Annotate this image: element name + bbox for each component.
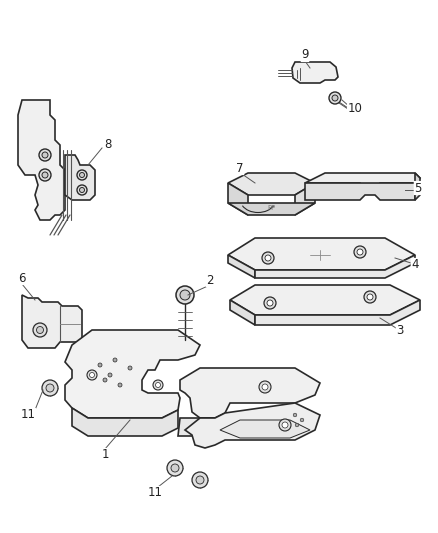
Polygon shape [220,420,310,438]
Polygon shape [295,183,315,215]
Circle shape [267,300,273,306]
Circle shape [77,185,87,195]
Text: 8: 8 [104,139,112,151]
Circle shape [265,255,271,261]
Polygon shape [228,255,255,278]
Circle shape [80,173,85,177]
Text: 1: 1 [101,448,109,462]
Circle shape [42,380,58,396]
Circle shape [171,464,179,472]
Circle shape [42,172,48,178]
Polygon shape [305,173,420,188]
Polygon shape [180,368,320,418]
Circle shape [87,370,97,380]
Polygon shape [255,300,420,325]
Circle shape [42,152,48,158]
Circle shape [176,286,194,304]
Circle shape [196,476,204,484]
Polygon shape [72,408,178,436]
Circle shape [295,423,299,427]
Polygon shape [292,62,338,83]
Circle shape [259,381,271,393]
Circle shape [282,422,288,428]
Text: PP: PP [268,205,276,211]
Polygon shape [228,238,415,270]
Circle shape [103,378,107,382]
Circle shape [77,170,87,180]
Text: 4: 4 [411,259,419,271]
Text: 3: 3 [396,324,404,336]
Polygon shape [178,418,215,436]
Circle shape [262,252,274,264]
Circle shape [264,297,276,309]
Polygon shape [228,183,248,215]
Polygon shape [230,300,255,325]
Circle shape [329,92,341,104]
Circle shape [354,246,366,258]
Circle shape [46,384,54,392]
Circle shape [128,366,132,370]
Circle shape [332,95,338,101]
Circle shape [300,418,304,422]
Circle shape [33,323,47,337]
Text: 2: 2 [206,273,214,287]
Circle shape [118,383,122,387]
Circle shape [80,188,85,192]
Circle shape [364,291,376,303]
Text: 11: 11 [148,487,162,499]
Polygon shape [255,255,415,278]
Circle shape [180,290,190,300]
Text: 9: 9 [301,49,309,61]
Circle shape [36,327,43,334]
Circle shape [357,249,363,255]
Polygon shape [228,173,315,195]
Circle shape [113,358,117,362]
Circle shape [367,294,373,300]
Text: 5: 5 [414,182,422,195]
Polygon shape [415,173,420,200]
Circle shape [192,472,208,488]
Text: 10: 10 [348,101,362,115]
Circle shape [262,384,268,390]
Polygon shape [65,330,200,418]
Text: 7: 7 [236,161,244,174]
Text: 11: 11 [21,408,35,422]
Circle shape [279,419,291,431]
Circle shape [39,149,51,161]
Polygon shape [185,403,320,448]
Circle shape [108,373,112,377]
Text: 6: 6 [18,271,26,285]
Circle shape [98,363,102,367]
Circle shape [293,413,297,417]
Circle shape [155,383,160,387]
Circle shape [167,460,183,476]
Polygon shape [228,203,315,215]
Polygon shape [230,285,420,315]
Circle shape [89,373,95,377]
Polygon shape [305,183,415,200]
Polygon shape [22,295,82,348]
Polygon shape [65,155,95,200]
Circle shape [153,380,163,390]
Polygon shape [18,100,65,220]
Circle shape [39,169,51,181]
